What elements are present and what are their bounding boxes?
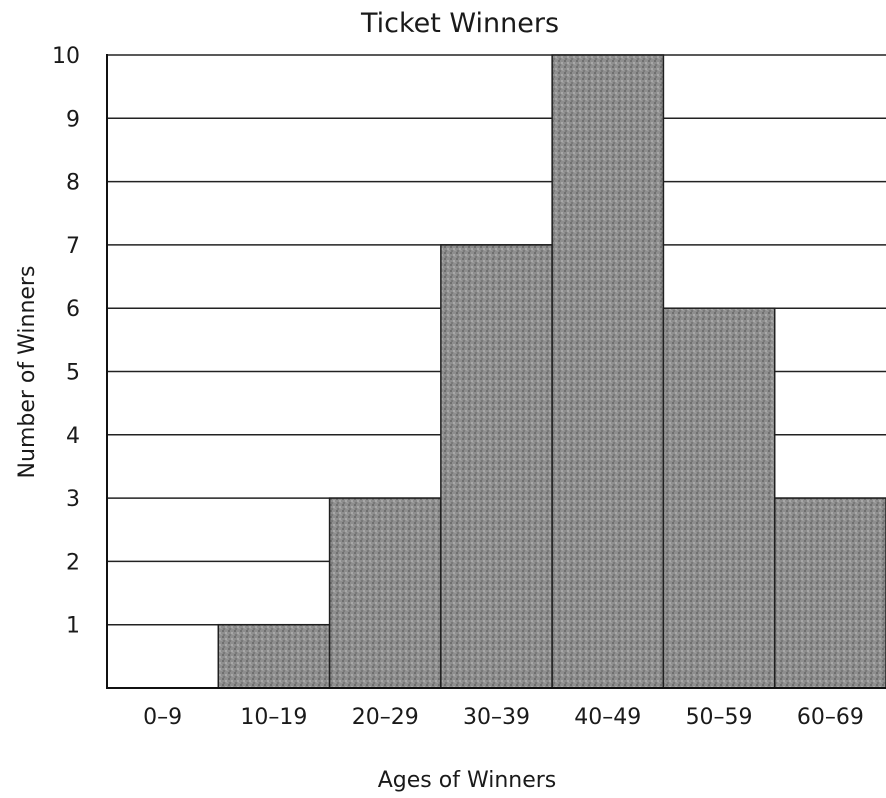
y-tick-label: 1: [66, 614, 80, 639]
x-tick-label: 30–39: [463, 705, 530, 730]
bar-2: [328, 497, 442, 689]
y-tick-label: 8: [66, 171, 80, 196]
x-axis-label: Ages of Winners: [378, 768, 557, 793]
y-tick-label: 2: [66, 550, 80, 575]
x-tick-label: 20–29: [352, 705, 419, 730]
y-tick-label: 7: [66, 234, 80, 259]
chart-title: Ticket Winners: [360, 8, 559, 39]
y-axis-label: Number of Winners: [15, 266, 40, 479]
y-tick-label: 3: [66, 487, 80, 512]
y-tick-label: 9: [66, 107, 80, 132]
x-tick-label: 60–69: [797, 705, 864, 730]
y-tick-label: 4: [66, 424, 80, 449]
x-tick-label: 50–59: [686, 705, 753, 730]
y-tick-label: 6: [66, 297, 80, 322]
bar-1: [217, 623, 331, 689]
x-tick-label: 10–19: [240, 705, 307, 730]
y-tick-label: 5: [66, 361, 80, 386]
y-tick-labels: 1 2 3 4 5 6 7 8 9 10: [52, 44, 80, 639]
bar-4: [551, 54, 665, 689]
bar-5: [662, 307, 776, 689]
axes: [106, 54, 886, 689]
x-tick-labels: 0–9 10–19 20–29 30–39 40–49 50–59 60–69: [143, 705, 864, 730]
y-tick-label: 10: [52, 44, 80, 69]
bar-3: [440, 244, 553, 689]
x-tick-label: 0–9: [143, 705, 182, 730]
x-tick-label: 40–49: [574, 705, 641, 730]
bar-6: [773, 497, 886, 689]
